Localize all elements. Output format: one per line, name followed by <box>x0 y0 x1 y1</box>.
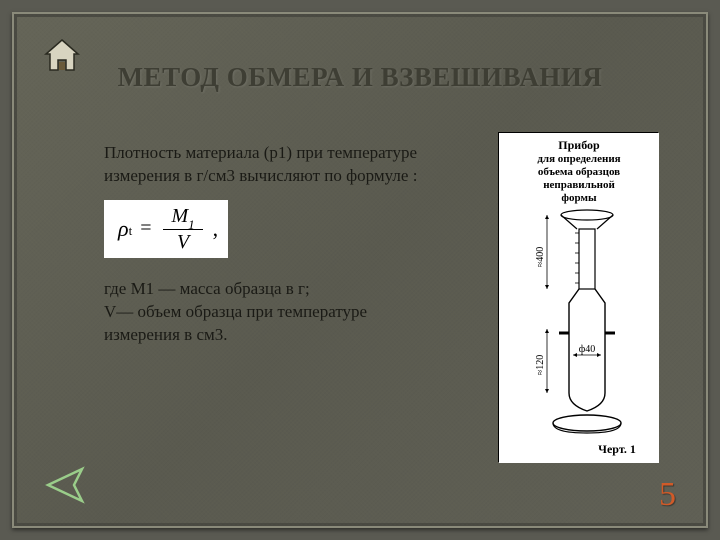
formula-box: ρt = M1 V , <box>104 200 228 258</box>
diagram-caption-5: формы <box>561 192 597 204</box>
diagram-caption-4: неправильной <box>543 179 615 191</box>
formula-lhs: ρ <box>118 214 129 244</box>
diagram-caption-1: Прибор <box>558 138 600 152</box>
diagram-caption-3: объема образцов <box>538 166 620 178</box>
svg-text:Черт. 1: Черт. 1 <box>598 442 636 456</box>
fraction: M1 V <box>163 206 202 252</box>
svg-text:ф40: ф40 <box>579 344 595 355</box>
slide-frame: МЕТОД ОБМЕРА И ВЗВЕШИВАНИЯ Плотность мат… <box>12 12 708 528</box>
formula: ρt = M1 V , <box>118 206 218 252</box>
apparatus-diagram: Прибор для определения объема образцов н… <box>498 132 658 462</box>
page-number: 5 <box>659 476 676 514</box>
svg-text:≈400: ≈400 <box>535 247 546 268</box>
body-text: Плотность материала (р1) при температуре… <box>104 142 434 347</box>
back-arrow-icon[interactable] <box>44 466 86 504</box>
equals-sign: = <box>140 215 151 242</box>
slide-title: МЕТОД ОБМЕРА И ВЗВЕШИВАНИЯ <box>14 62 706 93</box>
diagram-caption-2: для определения <box>537 153 620 165</box>
paragraph-2: где М1 — масса образца в г; V— объем обр… <box>104 278 434 347</box>
svg-text:≈120: ≈120 <box>535 355 546 376</box>
formula-comma: , <box>213 214 219 244</box>
paragraph-1: Плотность материала (р1) при температуре… <box>104 142 434 188</box>
